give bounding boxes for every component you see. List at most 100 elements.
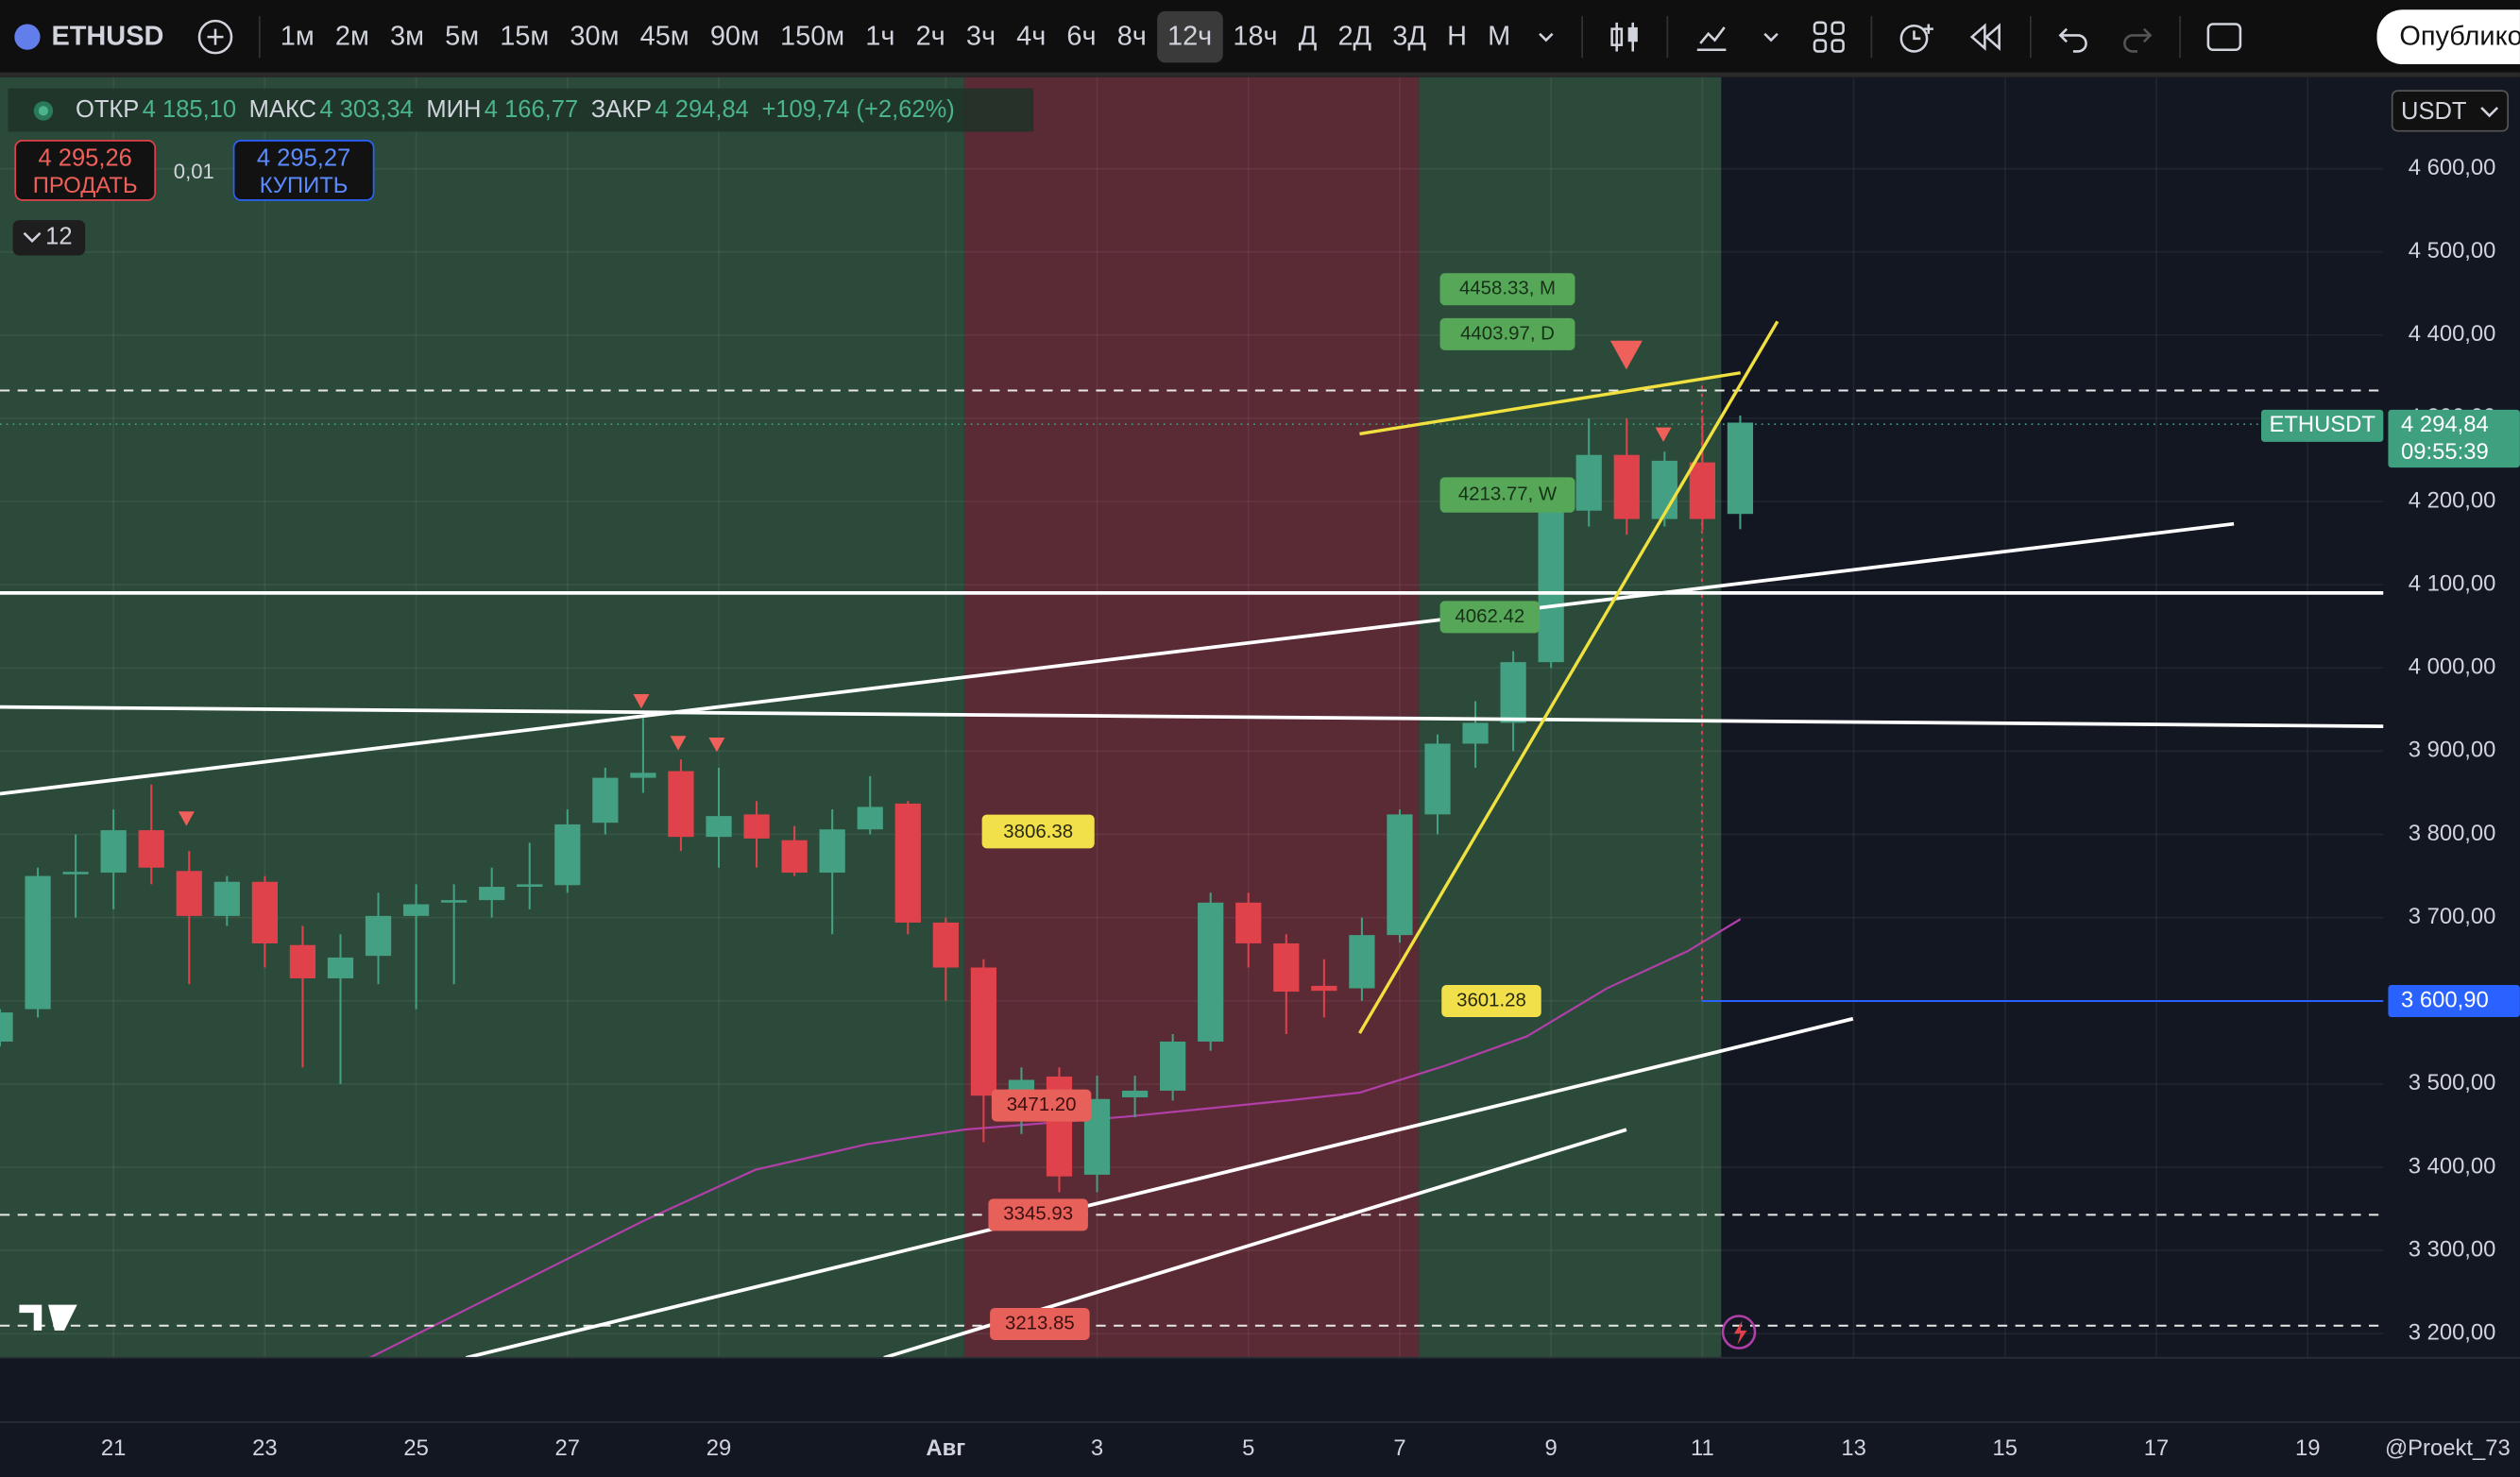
add-symbol[interactable] (196, 17, 234, 56)
y-tick-label: 4 000,00 (2409, 654, 2496, 680)
indicators[interactable] (1693, 17, 1731, 56)
interval[interactable]: 150м (780, 20, 845, 51)
interval[interactable]: 2Д (1337, 20, 1372, 51)
y-tick-label: 4 500,00 (2409, 238, 2496, 263)
annotation: 4403.97, D (1460, 323, 1555, 344)
symbol[interactable]: ETHUSD (13, 20, 164, 52)
candle-body (857, 806, 883, 830)
interval[interactable]: 4ч (1016, 20, 1047, 51)
interval[interactable]: 30м (570, 20, 620, 51)
interval[interactable]: 90м (709, 20, 759, 51)
interval[interactable]: 2м (334, 20, 369, 51)
interval[interactable]: 6ч (1066, 20, 1097, 51)
y-tick-label: 3 700,00 (2409, 904, 2496, 929)
tv-logo (19, 1304, 77, 1331)
spread: 0,01 (173, 159, 214, 183)
candle-body (213, 881, 240, 916)
candle-body (138, 830, 164, 868)
x-tick-label: 3 (1091, 1435, 1103, 1461)
close-label: ЗАКР (590, 96, 653, 125)
sell-button[interactable]: 4 295,26 ПРОДАТЬ (14, 140, 157, 201)
candle-body (932, 922, 959, 968)
candle-body (1349, 935, 1375, 989)
interval[interactable]: 15м (500, 20, 550, 51)
candle-body (819, 829, 845, 874)
interval[interactable]: 12ч (1156, 10, 1223, 62)
buy-button[interactable]: 4 295,27 КУПИТЬ (232, 140, 375, 201)
watermark: @Proekt_73 (2385, 1435, 2511, 1461)
x-tick-label: 27 (555, 1435, 581, 1461)
separator (1581, 15, 1584, 58)
interval[interactable]: 1м (280, 20, 315, 51)
annotation: 4213.77, W (1458, 484, 1558, 504)
interval[interactable]: Н (1447, 20, 1467, 51)
candle-body (402, 904, 430, 916)
undo[interactable] (2056, 19, 2091, 54)
moving-average (368, 918, 1742, 1359)
candle-body (1689, 462, 1715, 519)
x-tick-label: 21 (101, 1435, 127, 1461)
annotation: 4062.42 (1455, 606, 1524, 627)
y-tick-label: 4 600,00 (2409, 155, 2496, 180)
indicators-toggle[interactable]: 12 (12, 220, 86, 256)
alert[interactable] (1897, 17, 1938, 56)
candle-body (289, 944, 316, 978)
change: +109,74 (+2,62%) (761, 96, 955, 125)
interval[interactable]: М (1488, 20, 1511, 51)
time-axis (0, 1357, 2520, 1477)
buy-label: КУПИТЬ (259, 172, 349, 198)
symbol-name[interactable]: ETHUSD (51, 20, 164, 51)
publish-button[interactable]: Опублико (2376, 9, 2520, 65)
candle-body (668, 771, 694, 838)
y-tick-label: 4 200,00 (2409, 487, 2496, 513)
price-axis (2383, 72, 2520, 1358)
separator (2030, 15, 2033, 58)
y-tick-label: 3 500,00 (2409, 1070, 2496, 1095)
interval[interactable]: 8ч (1116, 20, 1147, 51)
candle-body (1462, 722, 1489, 744)
visibility-dot[interactable] (9, 94, 73, 127)
interval[interactable]: 3м (389, 20, 424, 51)
interval[interactable]: 45м (639, 20, 690, 51)
close-value: 4 294,84 (655, 96, 749, 125)
open-value: 4 185,10 (142, 96, 237, 125)
x-tick-label: Авг (926, 1435, 965, 1461)
candle-body (1121, 1090, 1149, 1097)
layouts[interactable] (1812, 19, 1847, 54)
chart-type[interactable] (1608, 17, 1643, 56)
x-tick-label: 29 (707, 1435, 732, 1461)
redo[interactable] (2120, 19, 2155, 54)
fullscreen[interactable] (2205, 19, 2244, 54)
alert-icon[interactable] (1721, 1315, 1757, 1350)
replay[interactable] (1967, 19, 2006, 54)
candle-body (1651, 460, 1677, 519)
candle-body (479, 887, 505, 901)
x-tick-label: 15 (1993, 1435, 2018, 1461)
interval[interactable]: 3ч (965, 20, 996, 51)
more-intervals[interactable] (1536, 25, 1558, 47)
candle-body (1198, 902, 1224, 1042)
dashed-levels (0, 389, 2384, 1327)
indicators-menu[interactable] (1761, 25, 1783, 47)
indicators-count: 12 (45, 223, 73, 251)
separator (258, 15, 261, 58)
interval[interactable]: Д (1298, 20, 1318, 51)
interval[interactable]: 1ч (865, 20, 895, 51)
interval[interactable]: 5м (445, 20, 480, 51)
currency: USDT (2401, 97, 2467, 126)
interval[interactable]: 2ч (915, 20, 945, 51)
candle-body (441, 900, 468, 903)
zone-green (0, 76, 964, 1358)
candle-body (327, 957, 354, 978)
annotation: 4458.33, M (1459, 279, 1556, 299)
candle-body (1235, 902, 1262, 943)
candle-body (25, 875, 51, 1010)
currency-select[interactable]: USDT (2391, 90, 2510, 132)
low-value: 4 166,77 (484, 96, 579, 125)
x-tick-label: 13 (1841, 1435, 1866, 1461)
level-price: 3 600,90 (2401, 987, 2489, 1012)
sell-price: 4 295,26 (38, 144, 132, 173)
interval[interactable]: 3Д (1392, 20, 1426, 51)
interval[interactable]: 18ч (1233, 20, 1278, 51)
